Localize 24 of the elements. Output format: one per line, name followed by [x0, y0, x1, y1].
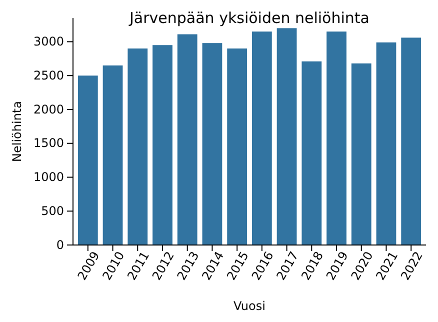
bar: [302, 61, 322, 245]
bar: [177, 34, 198, 245]
y-tick-label: 2000: [33, 102, 64, 116]
bar: [202, 43, 222, 245]
bar: [102, 65, 123, 245]
bar: [128, 48, 148, 245]
y-axis-title: Neliöhinta: [10, 101, 24, 162]
bar: [252, 32, 272, 245]
y-tick-label: 0: [56, 238, 64, 252]
x-axis-title: Vuosi: [234, 299, 266, 313]
y-tick-label: 1000: [33, 170, 64, 184]
y-tick-label: 500: [41, 204, 64, 218]
bar: [376, 42, 396, 245]
bar: [227, 48, 248, 245]
bar: [326, 32, 346, 245]
y-tick-label: 2500: [33, 68, 64, 82]
y-tick-label: 1500: [33, 136, 64, 150]
bar: [152, 45, 172, 245]
bar: [78, 76, 98, 245]
chart-title: Järvenpään yksiöiden neliöhinta: [128, 9, 370, 27]
y-tick-label: 3000: [33, 34, 64, 49]
bar: [401, 38, 422, 245]
bar: [351, 63, 372, 245]
bar: [276, 28, 297, 245]
